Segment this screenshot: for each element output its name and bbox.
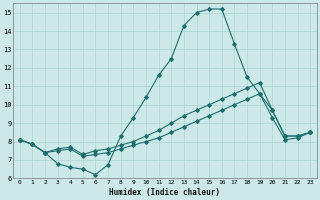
- X-axis label: Humidex (Indice chaleur): Humidex (Indice chaleur): [109, 188, 220, 197]
